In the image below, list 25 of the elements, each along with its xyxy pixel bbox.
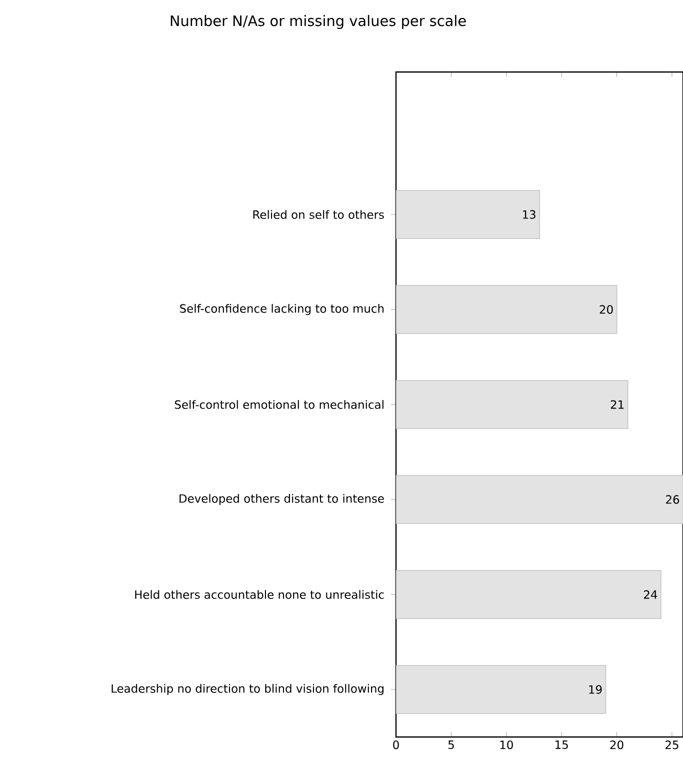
x-tick-label: 0: [393, 740, 399, 750]
x-tick-label: 15: [556, 740, 568, 750]
x-tick-label: 25: [666, 740, 678, 750]
y-tick-label: Developed others distant to intense: [180, 494, 384, 506]
bar: [396, 570, 662, 619]
data-label: 21: [610, 400, 624, 409]
bar: [396, 190, 540, 239]
data-label: 20: [600, 305, 613, 314]
x-tick-label: 20: [610, 740, 624, 750]
x-tick-label: 5: [448, 740, 454, 750]
chart-title: Number N/As or missing values per scale: [170, 15, 466, 29]
y-tick-label: Leadership no direction to blind vision following: [112, 684, 384, 696]
data-label: 13: [522, 210, 536, 219]
data-label: 26: [666, 495, 680, 504]
data-label: 19: [589, 685, 602, 694]
y-tick-label: Held others accountable none to unrealistic: [135, 590, 384, 599]
y-tick-label: Self-confidence lacking to too much: [180, 304, 384, 316]
bar: [396, 285, 618, 334]
y-tick-label: Self-control emotional to mechanical: [174, 400, 384, 409]
y-tick-label: Relied on self to others: [253, 210, 384, 219]
bar: [396, 665, 606, 714]
bar: [396, 475, 683, 524]
bar: [396, 380, 628, 429]
x-tick-label: 10: [500, 740, 513, 750]
data-label: 24: [644, 590, 658, 599]
